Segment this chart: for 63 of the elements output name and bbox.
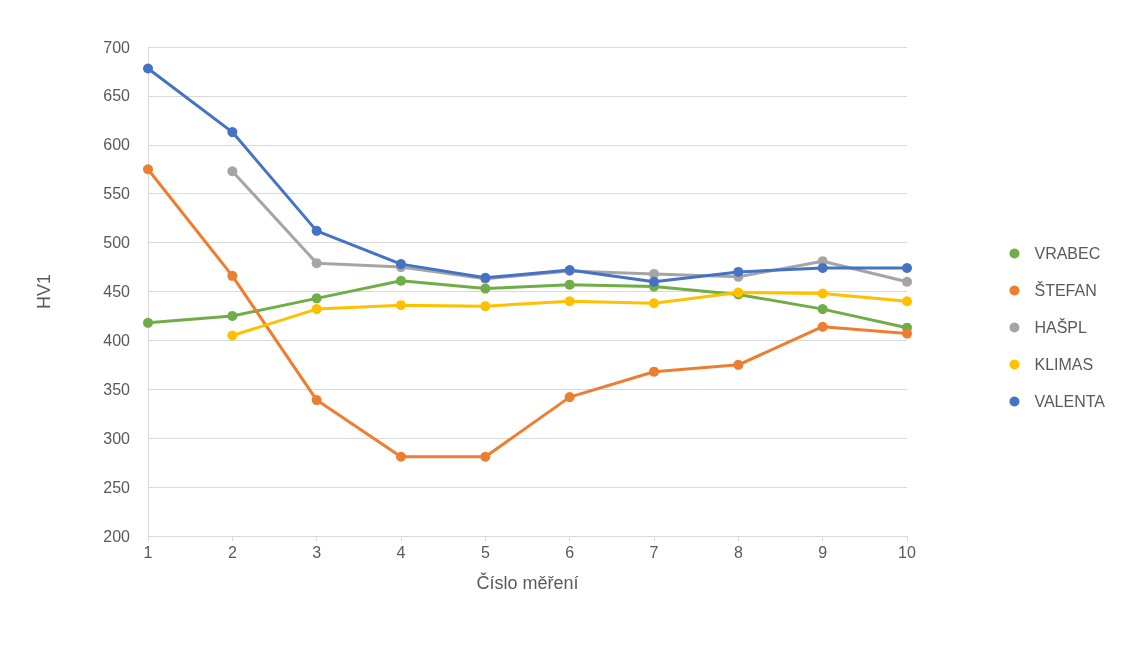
point xyxy=(227,310,238,321)
y-tick-label: 550 xyxy=(103,185,131,203)
x-tick-label: 10 xyxy=(898,543,916,561)
point xyxy=(396,275,406,286)
point xyxy=(311,225,322,236)
point xyxy=(311,304,322,315)
y-tick-label: 200 xyxy=(103,527,131,545)
point xyxy=(564,296,575,307)
point xyxy=(480,301,491,312)
point xyxy=(227,166,238,177)
point xyxy=(480,451,491,462)
legend-label: KLIMAS xyxy=(1034,356,1094,373)
point xyxy=(902,328,912,339)
x-tick-label: 4 xyxy=(396,543,406,561)
y-tick-label: 700 xyxy=(103,38,131,56)
y-tick-label: 250 xyxy=(103,478,131,496)
y-tick-label: 450 xyxy=(103,283,131,300)
point xyxy=(902,276,912,287)
point xyxy=(311,293,322,304)
y-tick-label: 400 xyxy=(103,331,131,349)
y-tick-label: 300 xyxy=(103,429,131,447)
x-tick-label: 6 xyxy=(565,543,575,561)
point xyxy=(733,266,744,277)
x-tick-label: 2 xyxy=(227,543,237,561)
point xyxy=(902,263,912,274)
point xyxy=(311,395,322,406)
point xyxy=(564,392,575,403)
point xyxy=(649,298,659,309)
x-tick-label: 8 xyxy=(733,543,743,561)
x-tick-label: 1 xyxy=(143,543,153,561)
point xyxy=(227,270,238,281)
point xyxy=(733,359,744,370)
y-tick-label: 650 xyxy=(103,87,131,105)
point xyxy=(143,63,153,74)
x-tick-label: 7 xyxy=(649,543,659,561)
x-tick-label: 9 xyxy=(818,543,828,561)
point xyxy=(817,288,828,299)
y-tick-label: 500 xyxy=(103,234,131,252)
y-tick-label: 350 xyxy=(103,380,131,398)
y-tick-label: 600 xyxy=(103,136,131,154)
point xyxy=(227,127,238,138)
x-axis-title: Číslo měření xyxy=(476,572,579,593)
legend-label: ŠTEFAN xyxy=(1034,281,1097,299)
point xyxy=(480,283,491,294)
legend-label: HAŠPL xyxy=(1034,318,1088,336)
point xyxy=(817,304,828,315)
y-axis-title: HV1 xyxy=(34,273,54,310)
point xyxy=(817,263,828,274)
point xyxy=(564,279,575,290)
legend-label: VRABEC xyxy=(1034,245,1101,262)
point xyxy=(902,296,912,307)
point xyxy=(396,451,406,462)
point xyxy=(649,276,659,287)
point xyxy=(817,321,828,332)
point xyxy=(143,164,153,175)
legend-label: VALENTA xyxy=(1034,393,1106,410)
point xyxy=(227,330,238,341)
point xyxy=(143,317,153,328)
x-tick-label: 5 xyxy=(480,543,490,561)
x-tick-label: 3 xyxy=(312,543,322,561)
point xyxy=(311,258,322,269)
point xyxy=(396,300,406,311)
point xyxy=(649,366,659,377)
